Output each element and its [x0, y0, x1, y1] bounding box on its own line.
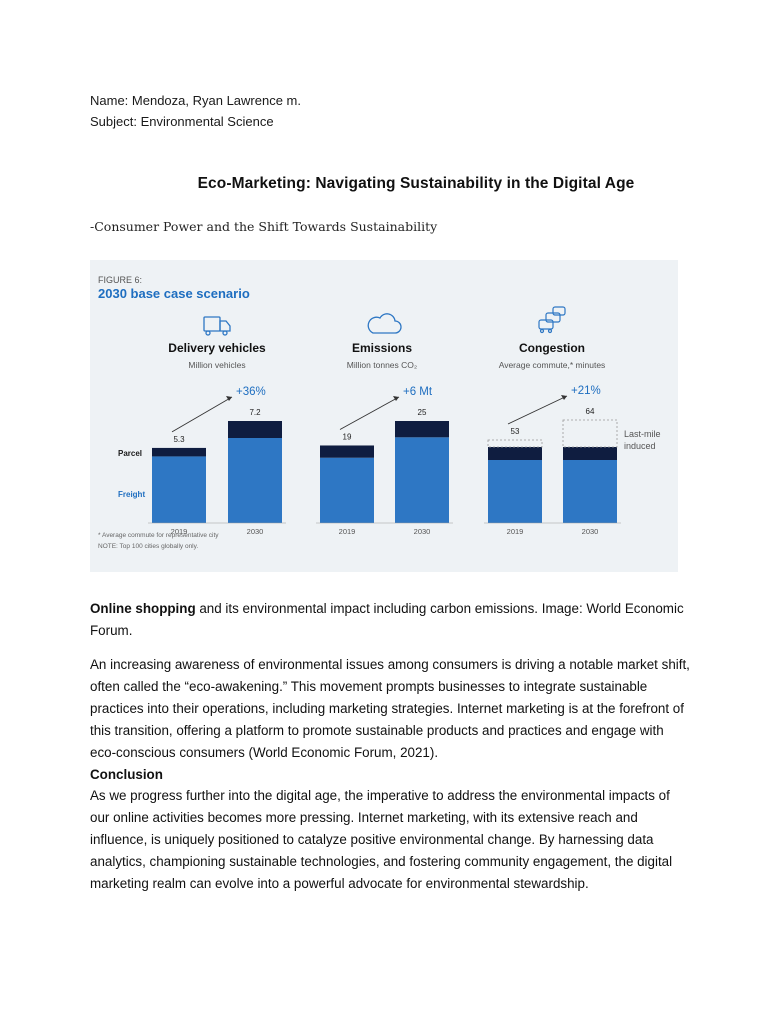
paragraph-conclusion: As we progress further into the digital …: [90, 788, 673, 891]
bar-parcel: [228, 421, 282, 438]
bar-total-label: 64: [586, 407, 595, 416]
bar-parcel: [395, 421, 449, 438]
axis-tick-label: 2030: [582, 527, 599, 536]
cars-icon: [538, 306, 566, 334]
bar-total-label: 7.2: [249, 408, 261, 417]
bar-parcel: [488, 447, 542, 460]
bar-last-mile-outline: [487, 439, 543, 448]
bar-total-label: 5.3: [173, 435, 185, 444]
axis-tick-label: 2030: [247, 527, 264, 536]
bar-total-label: 53: [511, 427, 520, 436]
figure-2030-scenario: FIGURE 6: 2030 base case scenario Delive…: [90, 260, 678, 572]
growth-arrow-head: [226, 396, 232, 401]
growth-change-label: +21%: [571, 385, 601, 397]
row-label-freight: Freight: [118, 490, 145, 499]
axis-tick-label: 2019: [507, 527, 524, 536]
row-label-parcel: Parcel: [118, 449, 142, 458]
growth-arrow: [507, 395, 568, 425]
growth-arrow: [171, 396, 233, 433]
bar-freight: [488, 460, 542, 523]
figure-chart-svg: FIGURE 6: 2030 base case scenario Delive…: [98, 275, 661, 550]
panel-title: Delivery vehicles: [168, 341, 266, 355]
bar-freight: [320, 457, 374, 523]
cloud-icon: [367, 313, 402, 334]
panel-title: Congestion: [519, 341, 585, 355]
axis-tick-label: 2030: [414, 527, 431, 536]
document-title: Eco-Marketing: Navigating Sustainability…: [197, 175, 635, 192]
student-name: Name: Mendoza, Ryan Lawrence m.: [90, 93, 301, 108]
truck-icon: [203, 316, 231, 336]
bar-parcel: [152, 447, 206, 457]
bar-freight: [563, 460, 617, 523]
conclusion-heading: Conclusion: [90, 767, 163, 782]
growth-change-label: +6 Mt: [403, 386, 433, 398]
bar-last-mile-outline: [562, 419, 618, 448]
last-mile-label-2: induced: [624, 441, 656, 451]
figure-caption: Online shopping and its environmental im…: [90, 598, 690, 642]
footnote-commute: * Average commute for representative cit…: [98, 532, 219, 539]
panel-subtitle: Million tonnes CO₂: [347, 360, 417, 370]
growth-arrow-head: [393, 396, 399, 401]
bar-freight: [152, 456, 206, 523]
bar-parcel: [563, 447, 617, 460]
axis-tick-label: 2019: [171, 527, 188, 536]
paragraph-eco-awakening: An increasing awareness of environmental…: [90, 657, 690, 760]
growth-change-label: +36%: [236, 386, 266, 398]
axis-tick-label: 2019: [339, 527, 356, 536]
bar-freight: [395, 437, 449, 523]
subject-line: Subject: Environmental Science: [90, 114, 274, 129]
panel-title: Emissions: [352, 341, 412, 355]
bar-freight: [228, 438, 282, 523]
caption-bold: Online shopping: [90, 601, 196, 616]
growth-arrow-head: [561, 395, 567, 400]
figure-heading: 2030 base case scenario: [98, 286, 250, 301]
panel-subtitle: Average commute,* minutes: [499, 360, 606, 370]
bar-total-label: 25: [418, 408, 427, 417]
footnote-cities: NOTE: Top 100 cities globally only.: [98, 543, 198, 550]
caption-rest: and its environmental impact including c…: [90, 601, 684, 638]
figure-label: FIGURE 6:: [98, 275, 142, 285]
bar-total-label: 19: [343, 432, 352, 441]
section-subtitle: -Consumer Power and the Shift Towards Su…: [90, 219, 438, 234]
bar-parcel: [320, 445, 374, 458]
last-mile-label: Last-mile: [624, 429, 661, 439]
growth-arrow: [339, 396, 400, 430]
panel-subtitle: Million vehicles: [188, 360, 245, 370]
